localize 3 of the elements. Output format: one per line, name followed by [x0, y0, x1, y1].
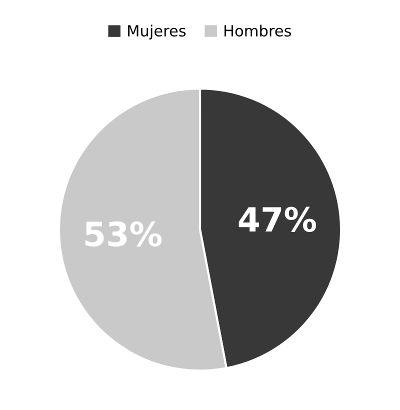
- data-label: 47%: [238, 206, 316, 232]
- legend-label: Mujeres: [128, 24, 186, 40]
- legend-label: Hombres: [224, 24, 292, 37]
